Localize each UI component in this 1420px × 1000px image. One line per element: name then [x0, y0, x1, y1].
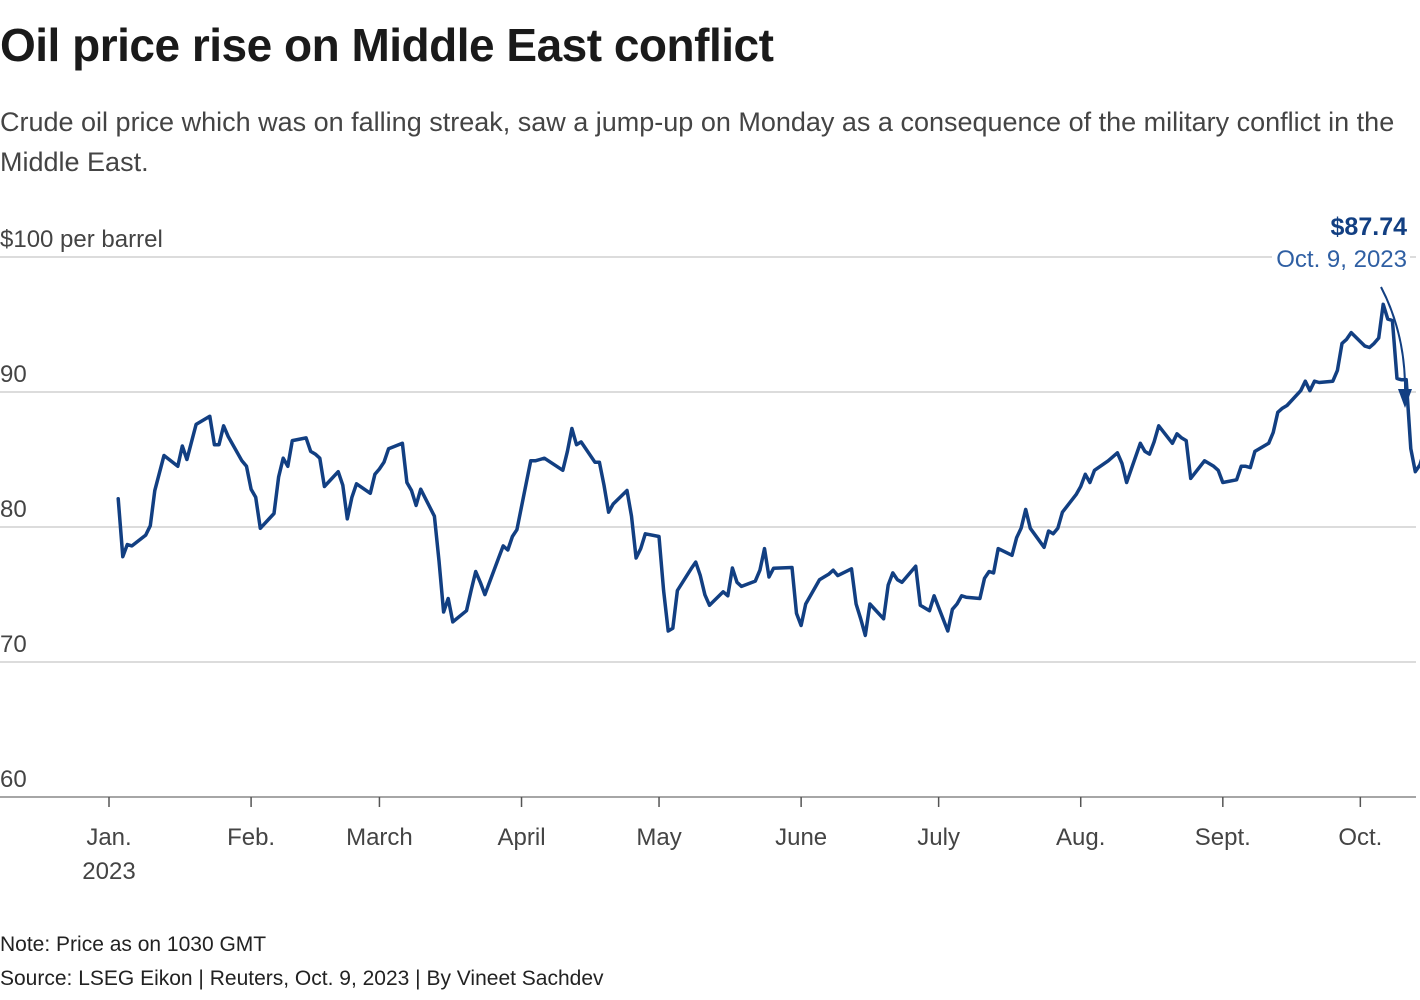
chart-subtitle: Crude oil price which was on falling str… — [0, 107, 1395, 177]
x-tick-label: May — [636, 824, 681, 851]
series-layer — [116, 302, 1420, 638]
annotation-value-label: $87.74 — [1331, 213, 1408, 241]
x-tick-label: June — [775, 824, 827, 851]
annotation-date-label: Oct. 9, 2023 — [1276, 246, 1407, 273]
y-tick-label: 80 — [0, 496, 27, 523]
grid-layer: $100 per barrel 90 80 70 60 — [0, 226, 1416, 798]
x-tick-label: March — [346, 824, 413, 851]
chart-note: Note: Price as on 1030 GMT — [0, 933, 267, 956]
annotation-arrow-head — [1398, 389, 1412, 408]
line-chart: $100 per barrel 90 80 70 60 Jan. 2023 Feb. Marc… — [0, 213, 1420, 885]
x-tick-label: April — [498, 824, 546, 851]
chart-title: Oil price rise on Middle East conflict — [0, 19, 774, 71]
x-tick-label: Aug. — [1056, 824, 1105, 851]
chart-source: Source: LSEG Eikon | Reuters, Oct. 9, 20… — [0, 967, 604, 990]
annotation-layer: $87.74 Oct. 9, 2023 — [1272, 213, 1412, 408]
y-tick-label: $100 per barrel — [0, 226, 163, 253]
x-tick-label: Sept. — [1195, 824, 1251, 851]
x-axis: Jan. 2023 Feb. March April May June July Aug. Sep… — [82, 797, 1382, 885]
annotation-label-bg — [1272, 243, 1410, 273]
x-tick-label: Feb. — [227, 824, 275, 851]
x-tick-label: Oct. — [1338, 824, 1382, 851]
x-tick-sublabel: 2023 — [82, 858, 135, 885]
y-tick-label: 70 — [0, 631, 27, 658]
x-tick-label: Jan. — [86, 824, 131, 851]
series-line-brent — [116, 302, 1420, 638]
x-tick-label: July — [917, 824, 960, 851]
annotation-arrow-line — [1380, 286, 1407, 394]
y-tick-label: 60 — [0, 766, 27, 793]
y-tick-label: 90 — [0, 361, 27, 388]
